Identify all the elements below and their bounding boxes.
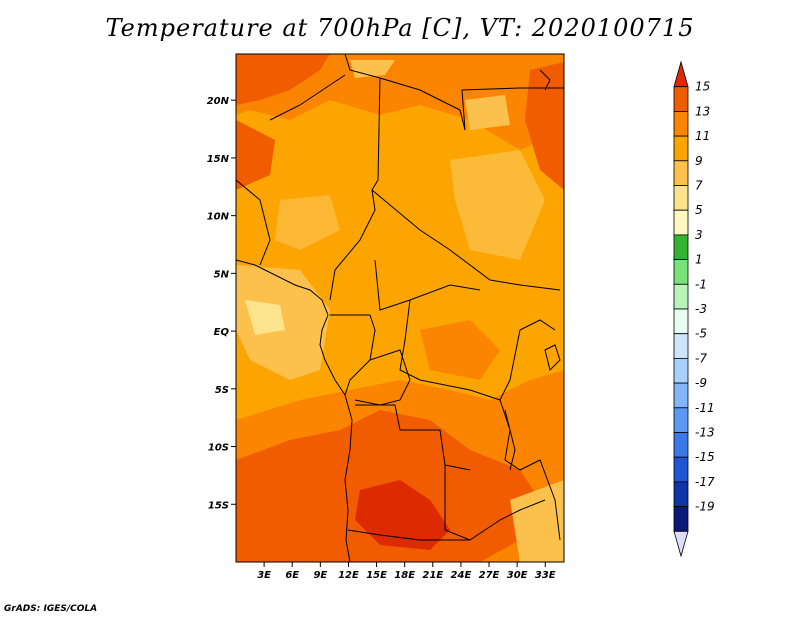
border-chad-niger [329,77,381,301]
field-south-hottest [355,480,450,550]
temperature-field [236,54,564,562]
lat-tick-label: 15N [207,154,230,165]
colorbar-label: -13 [695,426,715,440]
lon-tick-label: 24E [451,570,472,581]
colorbar-swatch [673,382,689,409]
lon-tick-label: 21E [422,570,443,581]
colorbar-swatch [673,86,689,112]
border-central [371,189,561,291]
border-northwest [269,74,346,121]
map-title: Temperature at 700hPa [C], VT: 202010071… [105,14,695,42]
field-gulf-coolest [245,300,285,335]
border-north [344,54,564,131]
lat-tick-label: EQ [214,327,230,338]
colorbar-label: -11 [695,401,715,415]
coastline-west [236,259,353,562]
field-cool-patch-3 [450,150,545,260]
field-east-hot [525,62,564,190]
colorbar-label: -19 [695,500,715,514]
colorbar-swatch [673,209,689,236]
colorbar-swatch [673,160,689,186]
colorbar-swatch [673,234,689,260]
lon-tick-label: 18E [394,570,415,581]
colorbar-label: -3 [695,302,707,316]
lat-tick-label: 5N [214,269,230,280]
field-cool-patch-2 [465,95,510,130]
lat-tick-label: 20N [207,96,230,107]
colorbar-label: 1 [695,253,703,267]
colorbar-swatch [673,357,689,384]
colorbar-label: 9 [695,154,703,168]
border-westafrica [236,179,271,266]
field-central-warm [420,320,500,380]
colorbar-label: -17 [695,475,715,489]
lon-tick-label: 12E [338,570,359,581]
colorbar: 15 13 11 9 7 5 3 1 -1 -3 -5 -7 -9 -11 -13 -15 -17 -19 [673,60,715,558]
border-drc-east [399,299,556,401]
lon-tick-label: 27E [479,570,500,581]
colorbar-swatch [673,308,689,335]
colorbar-label: 7 [695,179,703,193]
border-congo [330,314,376,396]
border-namibia [347,529,470,541]
lon-tick-label: 6E [285,570,299,581]
colorbar-swatch [673,481,689,507]
borders [236,54,564,562]
colorbar-swatch [673,283,689,310]
lat-tick-label: 10N [207,212,230,223]
lat-axis: 20N 15N 10N 5N EQ 5S 10S 15S [207,96,236,511]
lake-victoria [544,344,561,371]
lon-tick-label: 33E [535,570,556,581]
colorbar-label: -7 [695,351,707,365]
lon-tick-label: 3E [257,570,271,581]
colorbar-swatch [673,456,689,483]
lat-tick-label: 5S [215,385,229,396]
colorbar-swatch [673,60,689,88]
lat-tick-label: 10S [208,443,229,454]
colorbar-swatch [673,111,689,137]
field-west-hot [236,120,275,190]
colorbar-label: -15 [695,450,715,464]
border-drc-west [354,349,411,406]
colorbar-swatch [673,530,689,558]
lat-tick-label: 15S [208,500,229,511]
colorbar-label: 11 [695,129,710,143]
lon-tick-label: 15E [366,570,387,581]
coast-redsea [539,69,551,91]
lon-tick-label: 9E [313,570,327,581]
colorbar-swatch [673,333,689,359]
colorbar-label: 13 [695,104,710,118]
colorbar-swatch [673,259,689,285]
map-frame [235,53,565,563]
colorbar-label: 5 [695,203,703,217]
colorbar-swatch [673,506,689,532]
border-angola [355,404,471,471]
lon-axis: 3E 6E 9E 12E 15E 18E 21E 24E 27E 30E 33E [257,562,556,581]
colorbar-label: 3 [695,228,703,242]
colorbar-swatch [673,185,689,211]
colorbar-swatch [673,432,689,458]
colorbar-label: -5 [695,327,707,341]
border-zambia [444,465,546,541]
grads-credit: GrADS: IGES/COLA [4,604,98,614]
lon-tick-label: 30E [507,570,528,581]
colorbar-swatch [673,407,689,433]
colorbar-label: 15 [695,80,710,94]
field-northwest-hot [236,54,330,105]
field-cool-patch-4 [275,195,340,250]
colorbar-swatch [673,135,689,162]
colorbar-label: -1 [695,277,707,291]
field-southeast-cool [510,480,564,562]
lake-tanganyika [504,409,516,471]
colorbar-label: -9 [695,376,707,390]
